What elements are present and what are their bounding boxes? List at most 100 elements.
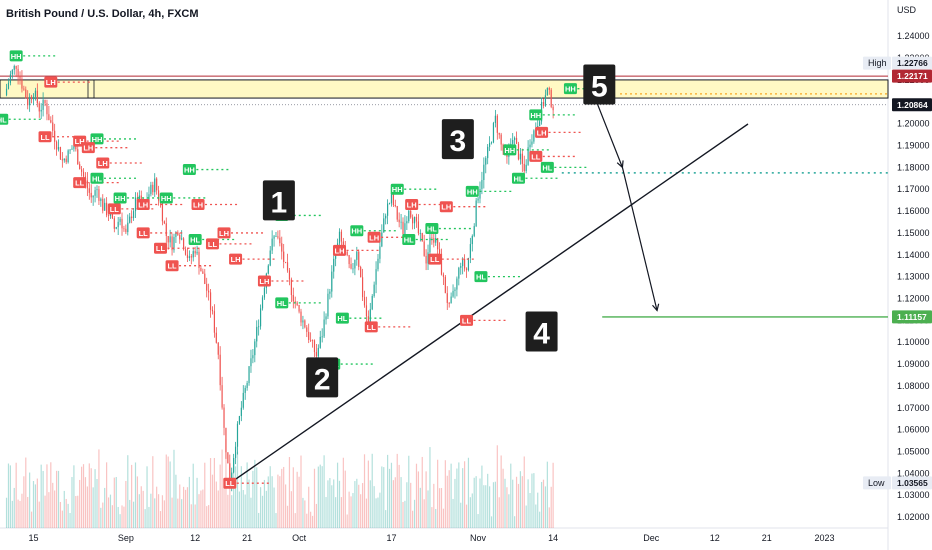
volume-bar [340, 497, 343, 528]
volume-bar [281, 468, 283, 528]
candle-body [111, 214, 113, 219]
pivot-label-lh: LH [332, 244, 380, 256]
pivot-tag-text: LL [156, 244, 166, 253]
candle-body [437, 238, 439, 250]
candle-body [184, 249, 187, 255]
volume-bar [23, 476, 25, 528]
pivot-tag-text: HL [190, 235, 200, 244]
candle-body [456, 278, 458, 290]
pivot-tag-text: HH [115, 194, 126, 203]
volume-bar [113, 477, 115, 528]
low-price-tag-bg [892, 476, 932, 490]
volume-bar [73, 465, 75, 528]
pivot-tag-text: LH [83, 144, 93, 153]
volume-bar [132, 501, 135, 528]
pivot-label-hl: HL [474, 271, 521, 283]
volume-bar [350, 496, 352, 528]
candle-body [290, 279, 292, 296]
wave-label-layer: 1 2 3 4 5 [262, 64, 616, 398]
pivot-label-hh: HH [9, 50, 57, 62]
volume-bar [531, 473, 533, 528]
volume-bar [369, 480, 371, 528]
pivot-label-hl: HL [275, 297, 322, 309]
candle-body [269, 250, 271, 266]
volume-bar [473, 477, 475, 528]
candle-body [36, 90, 38, 104]
volume-bar [161, 495, 164, 528]
volume-bar [410, 482, 412, 528]
candle-body [204, 273, 206, 284]
pivot-tag-text: LH [193, 201, 203, 210]
candle-body [463, 258, 466, 269]
volume-bar [69, 513, 71, 528]
volume-bar [200, 490, 202, 528]
candle-body [238, 416, 241, 424]
volume-bar [396, 453, 398, 528]
volume-bar [100, 507, 102, 528]
volume-bar [296, 471, 298, 528]
volume-bar [456, 468, 458, 528]
volume-bar [523, 456, 525, 528]
pivot-label-hl: HL [425, 223, 472, 235]
candle-body [529, 144, 531, 148]
volume-bar [263, 479, 266, 528]
candle-body [107, 215, 110, 217]
candle-body [387, 203, 389, 216]
volume-bar [211, 474, 214, 528]
candle-body [179, 234, 181, 240]
pivot-label-hh: HH [90, 133, 137, 145]
volume-bar [59, 501, 62, 528]
volume-bar [254, 459, 256, 528]
volume-bar [163, 500, 165, 528]
volume-bar [288, 457, 291, 528]
high-price-tag-bg [892, 56, 932, 70]
pivot-tag-bg [335, 312, 349, 324]
candle-body [392, 193, 394, 206]
volume-bar [302, 497, 304, 528]
volume-bar [381, 466, 383, 528]
candle-body [358, 251, 360, 268]
candle-body [13, 66, 15, 70]
volume-bar [338, 480, 341, 528]
pivot-tag-text: HL [337, 314, 347, 323]
candle-body [17, 68, 19, 77]
volume-bar [512, 479, 514, 528]
wave-label-4: 4 [525, 311, 558, 352]
wave-label-2: 2 [306, 357, 339, 398]
pivot-tag-text: LH [259, 277, 269, 286]
volume-bar [215, 481, 217, 528]
low-price-tag: 1.03565 Low [863, 476, 932, 490]
wave-label-5: 5 [583, 64, 616, 105]
volume-bar [406, 482, 408, 528]
volume-bar [32, 481, 35, 528]
pivot-tag-bg [9, 50, 23, 62]
candle-body [410, 210, 412, 218]
pivot-tag-bg [136, 227, 150, 239]
candle-body [181, 238, 183, 240]
pivot-tag-text: HL [427, 225, 437, 234]
y-tick-label: 1.10000 [897, 337, 930, 347]
candle-body [373, 284, 375, 297]
wave-label-1: 1 [262, 180, 295, 221]
pivot-label-hh: HH [529, 109, 576, 121]
candle-body [400, 221, 402, 223]
candle-body [117, 221, 119, 228]
candle-body [131, 216, 133, 219]
volume-bar [437, 459, 439, 528]
volume-bar [29, 472, 31, 528]
target-price-tag-value: 1.11157 [897, 312, 927, 322]
volume-bar [356, 478, 358, 528]
wave-label-box [306, 357, 339, 398]
wave-label-box [262, 180, 295, 221]
candle-body [252, 355, 254, 359]
candle-body [200, 267, 202, 272]
pivot-tag-bg [563, 83, 577, 95]
volume-bar [489, 486, 491, 528]
candle-body [296, 302, 298, 305]
volume-bar [273, 487, 275, 528]
pivot-tag-text: HH [392, 185, 403, 194]
pivot-tag-text: HH [92, 135, 103, 144]
pivot-tag-bg [159, 192, 173, 204]
volume-bar [546, 461, 548, 528]
